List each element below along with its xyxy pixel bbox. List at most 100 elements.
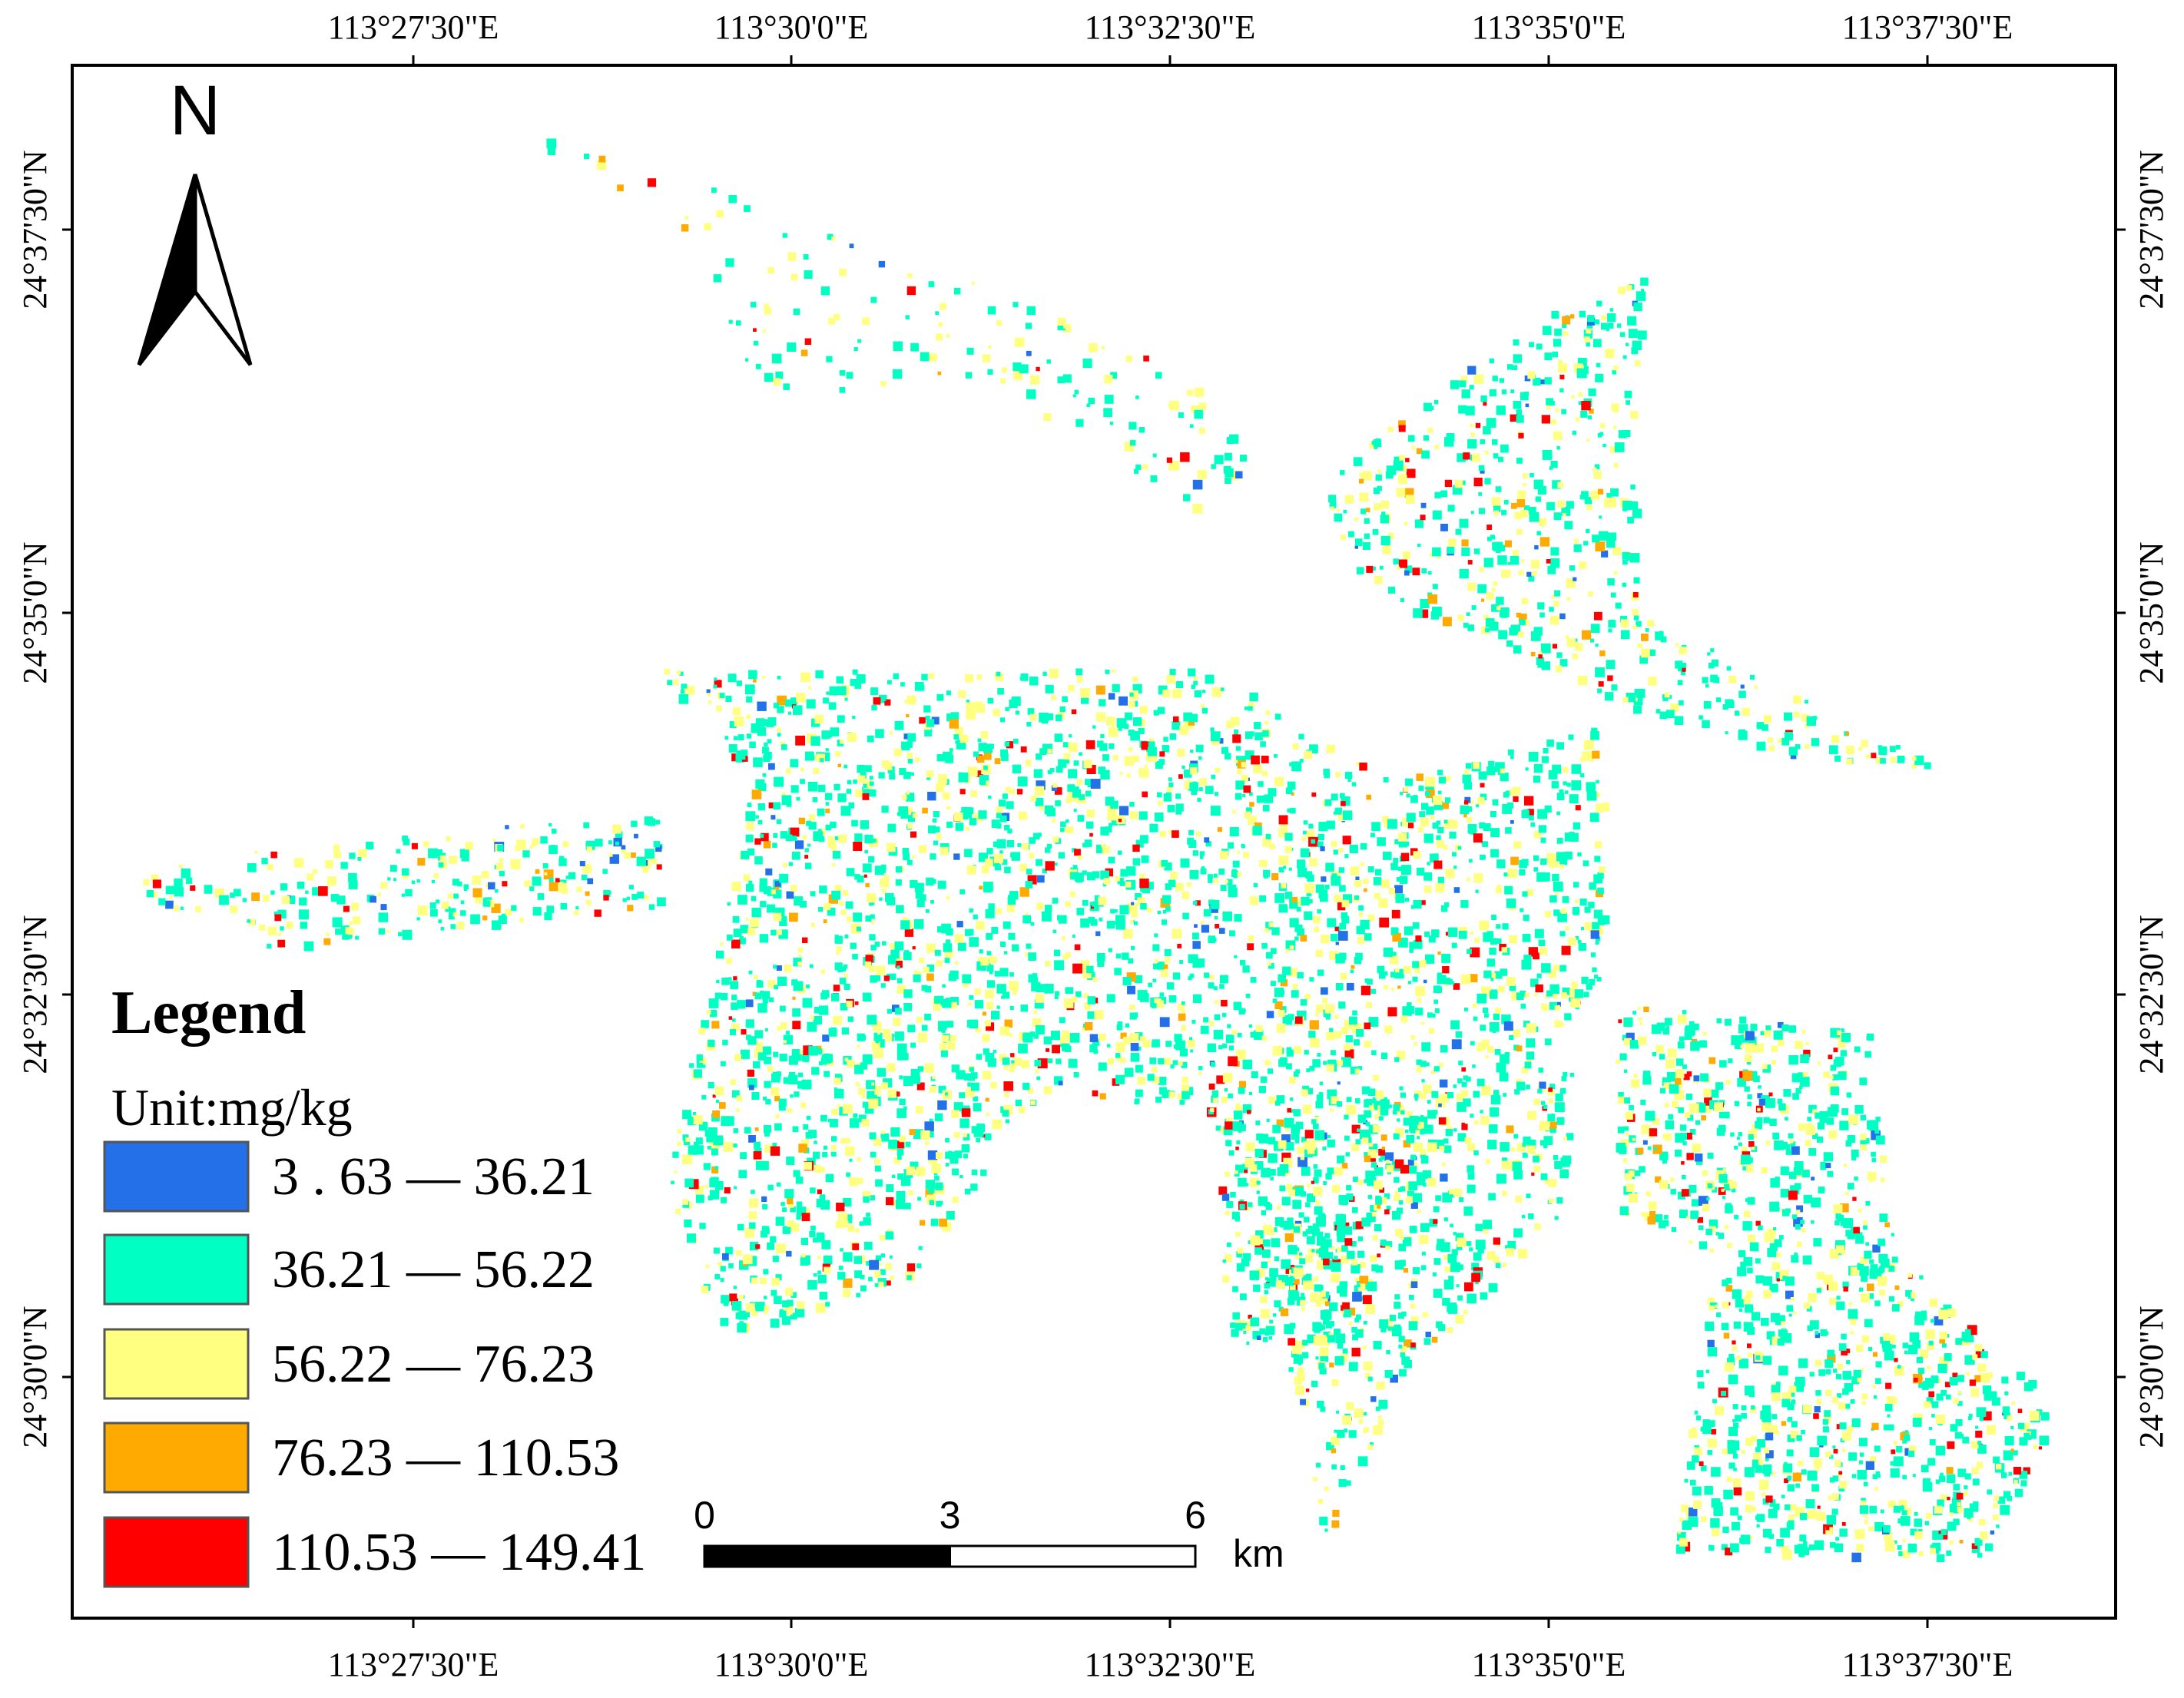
raster-cell <box>1490 849 1499 858</box>
raster-cell <box>1005 707 1009 711</box>
raster-cell <box>857 339 862 343</box>
raster-cell <box>1225 1034 1235 1043</box>
raster-cell <box>1231 869 1237 874</box>
raster-cell <box>1064 758 1070 764</box>
raster-cell <box>1278 974 1286 983</box>
raster-cell <box>1274 776 1284 786</box>
raster-cell <box>775 371 784 379</box>
raster-cell <box>1884 1532 1892 1541</box>
raster-cell <box>1555 665 1562 672</box>
raster-cell <box>1587 315 1595 323</box>
raster-cell <box>1379 1187 1384 1193</box>
raster-cell <box>1248 1240 1252 1244</box>
raster-cell <box>1397 566 1400 570</box>
raster-cell <box>959 1092 965 1099</box>
raster-cell <box>773 965 777 969</box>
raster-cell <box>1776 1253 1781 1258</box>
raster-cell <box>1300 935 1307 942</box>
raster-cell <box>1467 560 1473 564</box>
raster-cell <box>792 1126 799 1133</box>
raster-cell <box>1292 984 1298 989</box>
raster-cell <box>863 1217 871 1226</box>
raster-cell <box>1754 685 1758 689</box>
raster-cell <box>1262 770 1268 776</box>
raster-cell <box>1139 993 1149 1002</box>
raster-cell <box>1479 920 1489 931</box>
raster-cell <box>783 1040 787 1044</box>
raster-cell <box>1433 1066 1440 1072</box>
raster-cell <box>1487 536 1492 541</box>
raster-cell <box>701 1024 707 1029</box>
raster-cell <box>933 826 940 832</box>
raster-cell <box>1421 1042 1431 1052</box>
raster-cell <box>1179 726 1188 735</box>
raster-cell <box>1604 498 1613 508</box>
raster-cell <box>1710 648 1715 653</box>
raster-cell <box>1467 824 1477 833</box>
raster-cell <box>1827 1354 1836 1363</box>
raster-cell <box>497 844 504 852</box>
raster-cell <box>1408 823 1414 829</box>
raster-cell <box>1473 478 1483 487</box>
raster-cell <box>1788 1391 1795 1397</box>
raster-cell <box>916 1106 923 1114</box>
raster-cell <box>1466 806 1473 813</box>
raster-cell <box>1087 782 1093 788</box>
raster-cell <box>1326 820 1335 829</box>
raster-cell <box>1880 1509 1884 1514</box>
raster-cell <box>1841 1108 1849 1115</box>
raster-cell <box>991 819 1000 828</box>
raster-cell <box>1513 400 1522 409</box>
raster-cell <box>1106 994 1115 1003</box>
raster-cell <box>902 1177 911 1186</box>
raster-cell <box>1189 973 1195 978</box>
raster-cell <box>755 363 761 369</box>
raster-cell <box>1153 710 1159 716</box>
raster-cell <box>1351 782 1357 786</box>
raster-cell <box>1516 992 1524 1000</box>
raster-cell <box>1409 948 1413 953</box>
raster-cell <box>636 856 646 866</box>
raster-cell <box>1331 934 1338 942</box>
raster-cell <box>1439 776 1446 784</box>
raster-cell <box>1066 987 1074 995</box>
raster-cell <box>1437 770 1443 776</box>
raster-cell <box>810 891 816 897</box>
raster-cell <box>767 904 774 911</box>
raster-cell <box>1100 826 1109 836</box>
raster-cell <box>790 827 800 837</box>
raster-cell <box>1104 394 1114 404</box>
raster-cell <box>786 1250 792 1257</box>
raster-cell <box>864 834 873 844</box>
raster-cell <box>1549 895 1557 903</box>
raster-cell <box>621 848 626 853</box>
raster-cell <box>947 1041 956 1051</box>
raster-cell <box>849 1177 858 1187</box>
raster-cell <box>1902 1550 1911 1558</box>
raster-cell <box>926 776 931 780</box>
raster-cell <box>499 858 504 862</box>
raster-cell <box>827 907 836 916</box>
raster-cell <box>1291 1131 1300 1140</box>
raster-cell <box>1394 885 1404 894</box>
raster-cell <box>1231 1211 1240 1220</box>
raster-cell <box>1124 756 1134 766</box>
raster-cell <box>1022 915 1031 924</box>
raster-cell <box>959 889 965 895</box>
raster-cell <box>988 903 995 910</box>
raster-cell <box>1319 1081 1324 1085</box>
raster-cell <box>1248 935 1254 942</box>
raster-cell <box>1031 981 1041 991</box>
raster-cell <box>1082 870 1087 875</box>
raster-cell <box>750 302 757 308</box>
raster-cell <box>1483 1007 1489 1014</box>
raster-cell <box>1725 731 1728 735</box>
raster-cell <box>378 928 385 935</box>
raster-cell <box>994 864 1002 871</box>
raster-cell <box>1198 787 1203 792</box>
raster-cell <box>764 742 768 747</box>
raster-cell <box>798 1144 807 1153</box>
raster-cell <box>755 1160 765 1170</box>
raster-cell <box>1212 1097 1218 1103</box>
raster-cell <box>1208 982 1215 989</box>
